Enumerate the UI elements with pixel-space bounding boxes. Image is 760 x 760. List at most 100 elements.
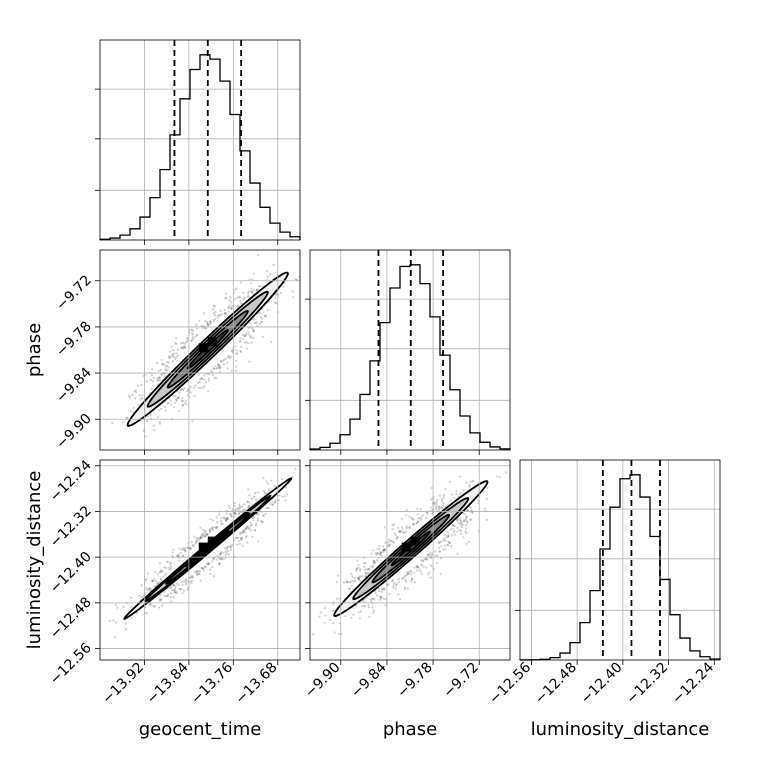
scatter-geocent_time-luminosity_distance-point bbox=[237, 512, 240, 515]
scatter-phase-luminosity_distance-point bbox=[449, 499, 452, 502]
scatter-phase-luminosity_distance-point bbox=[324, 614, 327, 617]
scatter-geocent_time-luminosity_distance-point bbox=[250, 517, 253, 520]
scatter-geocent_time-luminosity_distance-point bbox=[230, 544, 233, 547]
scatter-geocent_time-phase-point bbox=[163, 363, 166, 366]
scatter-geocent_time-luminosity_distance-point bbox=[238, 512, 241, 516]
scatter-geocent_time-phase-point bbox=[243, 341, 247, 344]
scatter-geocent_time-phase-point bbox=[224, 357, 227, 360]
scatter-phase-luminosity_distance-point bbox=[405, 530, 408, 533]
scatter-geocent_time-luminosity_distance-point bbox=[241, 508, 245, 512]
scatter-geocent_time-phase-point bbox=[136, 384, 140, 387]
scatter-geocent_time-phase-point bbox=[255, 321, 258, 324]
scatter-geocent_time-luminosity_distance-point bbox=[196, 537, 200, 540]
scatter-geocent_time-phase-point bbox=[193, 395, 196, 398]
scatter-geocent_time-luminosity_distance-point bbox=[171, 554, 174, 558]
scatter-geocent_time-luminosity_distance-point bbox=[201, 532, 204, 535]
scatter-geocent_time-luminosity_distance-point bbox=[209, 568, 212, 571]
scatter-phase-luminosity_distance-point bbox=[410, 580, 413, 583]
scatter-phase-luminosity_distance-point bbox=[374, 591, 377, 595]
scatter-phase-luminosity_distance-point bbox=[332, 603, 335, 606]
scatter-geocent_time-phase-point bbox=[236, 352, 239, 355]
scatter-phase-luminosity_distance-point bbox=[357, 611, 360, 614]
scatter-phase-luminosity_distance-point bbox=[357, 564, 360, 567]
scatter-phase-luminosity_distance-point bbox=[421, 560, 425, 563]
scatter-geocent_time-phase-point bbox=[209, 322, 212, 325]
scatter-geocent_time-luminosity_distance-point bbox=[159, 598, 162, 602]
scatter-phase-luminosity_distance-point bbox=[374, 562, 377, 565]
scatter-phase-luminosity_distance-point bbox=[407, 573, 410, 576]
scatter-geocent_time-luminosity_distance-point bbox=[206, 533, 209, 536]
scatter-phase-luminosity_distance-point bbox=[444, 548, 447, 551]
scatter-geocent_time-phase-point bbox=[243, 296, 246, 299]
scatter-phase-luminosity_distance-point bbox=[458, 492, 461, 495]
scatter-geocent_time-luminosity_distance-point bbox=[169, 592, 172, 595]
scatter-geocent_time-luminosity_distance-point bbox=[237, 540, 240, 543]
scatter-geocent_time-luminosity_distance-point bbox=[234, 511, 237, 514]
scatter-geocent_time-luminosity_distance-point bbox=[271, 504, 274, 507]
scatter-geocent_time-luminosity_distance-point bbox=[177, 583, 180, 587]
scatter-phase-luminosity_distance-point bbox=[446, 535, 449, 539]
xtick-label-phase-2: −9.78 bbox=[394, 660, 436, 702]
scatter-geocent_time-phase-point bbox=[158, 422, 162, 425]
scatter-phase-luminosity_distance-point bbox=[469, 480, 472, 483]
scatter-geocent_time-luminosity_distance-point bbox=[262, 515, 265, 518]
scatter-phase-luminosity_distance-point bbox=[361, 575, 364, 578]
scatter-geocent_time-phase-point bbox=[230, 350, 233, 353]
scatter-geocent_time-luminosity_distance-point bbox=[245, 534, 248, 538]
scatter-phase-luminosity_distance-point bbox=[397, 578, 400, 581]
scatter-geocent_time-phase-point bbox=[227, 310, 230, 313]
scatter-geocent_time-luminosity_distance-point bbox=[238, 542, 241, 546]
scatter-geocent_time-luminosity_distance-point bbox=[255, 498, 258, 501]
scatter-phase-luminosity_distance-point bbox=[410, 578, 413, 581]
scatter-phase-luminosity_distance-point bbox=[406, 573, 409, 576]
scatter-phase-luminosity_distance-point bbox=[406, 571, 409, 574]
scatter-geocent_time-phase-point bbox=[139, 397, 142, 400]
scatter-geocent_time-luminosity_distance-point bbox=[197, 539, 200, 542]
scatter-geocent_time-phase-point bbox=[230, 307, 233, 310]
scatter-geocent_time-phase-point bbox=[235, 349, 238, 352]
scatter-geocent_time-luminosity_distance-point bbox=[158, 562, 162, 565]
scatter-geocent_time-luminosity_distance-point bbox=[240, 538, 243, 542]
scatter-phase-luminosity_distance-point bbox=[444, 534, 447, 537]
ytick-label-phase-0: −9.90 bbox=[53, 411, 95, 453]
scatter-geocent_time-luminosity_distance-point bbox=[172, 548, 175, 551]
scatter-geocent_time-luminosity_distance-point bbox=[160, 598, 163, 601]
scatter-phase-luminosity_distance-point bbox=[408, 527, 411, 530]
scatter-geocent_time-phase-point bbox=[235, 365, 238, 368]
scatter-geocent_time-luminosity_distance-point bbox=[206, 562, 209, 565]
scatter-geocent_time-phase-point bbox=[222, 362, 225, 366]
xtick-label-phase-0: −9.90 bbox=[302, 660, 344, 702]
scatter-phase-luminosity_distance-point bbox=[452, 524, 455, 527]
scatter-phase-luminosity_distance-point bbox=[384, 541, 387, 544]
scatter-geocent_time-phase-point bbox=[233, 298, 236, 301]
scatter-geocent_time-phase-point bbox=[209, 369, 212, 372]
scatter-geocent_time-luminosity_distance-point bbox=[229, 548, 232, 551]
scatter-geocent_time-luminosity_distance-point bbox=[130, 617, 133, 620]
scatter-geocent_time-phase-point bbox=[186, 340, 189, 343]
scatter-geocent_time-luminosity_distance-point bbox=[256, 517, 259, 520]
scatter-geocent_time-luminosity_distance-point bbox=[206, 563, 209, 566]
scatter-geocent_time-luminosity_distance-point bbox=[206, 533, 209, 536]
scatter-phase-luminosity_distance-point bbox=[426, 512, 429, 515]
scatter-phase-luminosity_distance-point bbox=[444, 488, 447, 491]
scatter-geocent_time-phase-point bbox=[166, 369, 169, 372]
scatter-phase-luminosity_distance-point bbox=[406, 587, 409, 590]
scatter-phase-luminosity_distance-point bbox=[434, 554, 437, 558]
scatter-phase-luminosity_distance-point bbox=[332, 622, 335, 625]
scatter-geocent_time-phase-point bbox=[164, 369, 167, 372]
scatter-phase-luminosity_distance-point bbox=[395, 584, 398, 587]
scatter-geocent_time-luminosity_distance-point bbox=[230, 546, 233, 549]
scatter-phase-luminosity_distance-point bbox=[431, 565, 434, 568]
scatter-phase-luminosity_distance-point bbox=[379, 597, 383, 600]
scatter-geocent_time-luminosity_distance-point bbox=[252, 515, 256, 519]
scatter-geocent_time-luminosity_distance-point bbox=[264, 512, 267, 516]
scatter-phase-luminosity_distance-point bbox=[464, 518, 467, 521]
scatter-geocent_time-phase-point bbox=[111, 422, 114, 425]
scatter-geocent_time-luminosity_distance-point bbox=[224, 519, 227, 522]
scatter-phase-luminosity_distance-point bbox=[404, 580, 408, 583]
scatter-geocent_time-luminosity_distance-point bbox=[158, 581, 161, 584]
scatter-geocent_time-luminosity_distance-point bbox=[242, 530, 245, 533]
scatter-geocent_time-luminosity_distance-point bbox=[124, 622, 127, 625]
scatter-geocent_time-luminosity_distance-point bbox=[175, 591, 178, 594]
ylabel-luminosity_distance: luminosity_distance bbox=[24, 471, 45, 650]
